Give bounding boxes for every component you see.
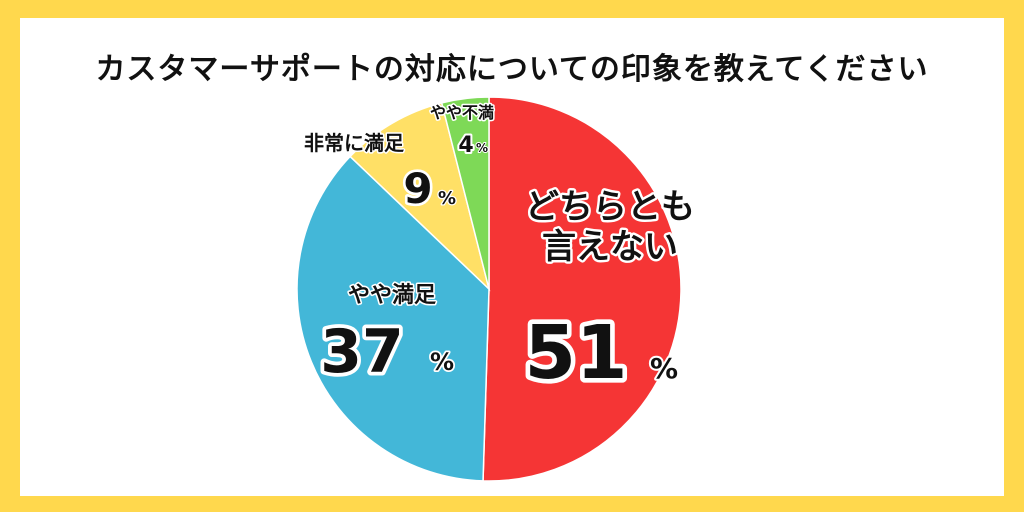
slice-value-label: 9	[403, 164, 432, 213]
slice-unit-label: %	[438, 188, 456, 209]
pie-slice	[349, 102, 491, 292]
slice-category-label: 非常に満足	[304, 131, 405, 155]
slice-unit-label: %	[476, 141, 488, 155]
pie-slice	[296, 155, 490, 482]
slice-value-label: 37	[320, 317, 404, 387]
pie-slice	[482, 96, 682, 482]
slice-label: やや満足 37%	[317, 280, 456, 390]
slice-category-label: 言えない	[542, 227, 678, 267]
slice-value-label: 51	[525, 310, 628, 396]
chart-title: カスタマーサポートの対応についての印象を教えてください	[95, 52, 929, 87]
slice-label: やや不満 4%	[428, 102, 495, 161]
slice-unit-label: %	[430, 348, 454, 376]
slice-label: 非常に満足 9%	[303, 130, 458, 216]
slice-category-label: どちらとも	[525, 187, 695, 227]
slice-value-label: 4	[458, 133, 473, 158]
pie-slice	[440, 96, 490, 290]
slice-category-label: やや満足	[348, 282, 436, 308]
slice-category-label: やや不満	[430, 103, 494, 122]
slice-unit-label: %	[650, 352, 678, 385]
